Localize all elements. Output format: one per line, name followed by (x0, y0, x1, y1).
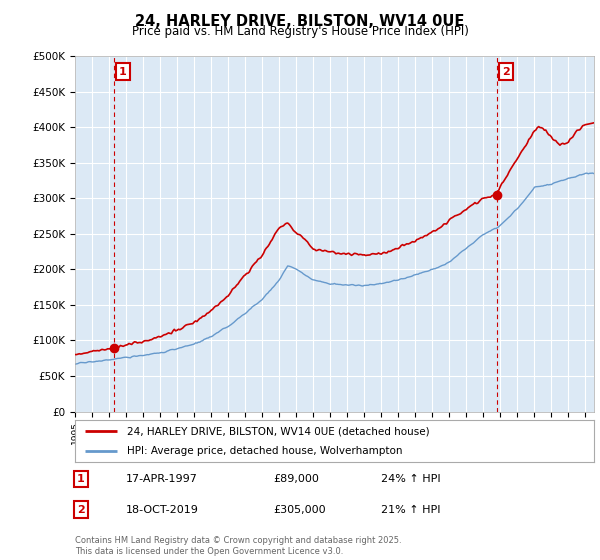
Text: £305,000: £305,000 (273, 505, 326, 515)
Text: 24% ↑ HPI: 24% ↑ HPI (381, 474, 440, 484)
Text: 1: 1 (119, 67, 127, 77)
Text: 17-APR-1997: 17-APR-1997 (126, 474, 198, 484)
Text: £89,000: £89,000 (273, 474, 319, 484)
Text: 24, HARLEY DRIVE, BILSTON, WV14 0UE (detached house): 24, HARLEY DRIVE, BILSTON, WV14 0UE (det… (127, 426, 430, 436)
Text: 2: 2 (77, 505, 85, 515)
Text: 1: 1 (77, 474, 85, 484)
Text: 2: 2 (502, 67, 509, 77)
Text: 24, HARLEY DRIVE, BILSTON, WV14 0UE: 24, HARLEY DRIVE, BILSTON, WV14 0UE (136, 14, 464, 29)
Text: Price paid vs. HM Land Registry's House Price Index (HPI): Price paid vs. HM Land Registry's House … (131, 25, 469, 38)
Text: HPI: Average price, detached house, Wolverhampton: HPI: Average price, detached house, Wolv… (127, 446, 403, 456)
Text: 21% ↑ HPI: 21% ↑ HPI (381, 505, 440, 515)
Text: 18-OCT-2019: 18-OCT-2019 (126, 505, 199, 515)
Text: Contains HM Land Registry data © Crown copyright and database right 2025.
This d: Contains HM Land Registry data © Crown c… (75, 536, 401, 556)
